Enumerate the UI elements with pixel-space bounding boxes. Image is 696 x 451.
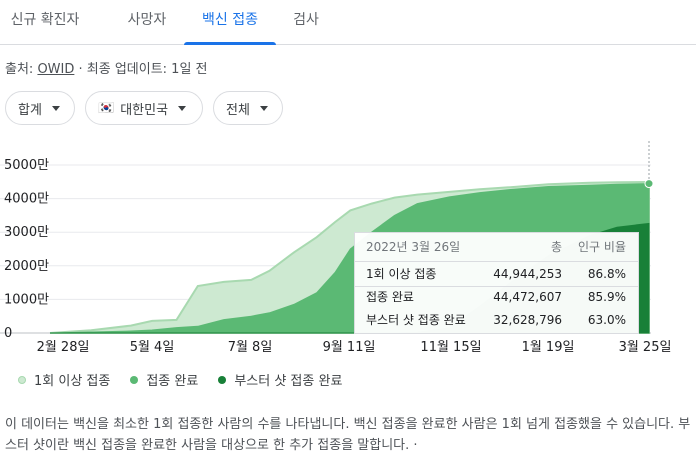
total-dropdown[interactable]: 합계: [5, 91, 75, 125]
x-tick-label: 3월 25일: [619, 340, 672, 355]
tab-label: 신규 확진자: [10, 12, 80, 28]
chart-tooltip: 2022년 3월 26일 총 인구 비율 1회 이상 접종 44,944,253…: [354, 232, 639, 334]
tab-new-cases[interactable]: 신규 확진자: [6, 0, 84, 44]
tooltip-row-pct: 63.0%: [587, 313, 626, 327]
y-tick-label: 4000만: [4, 192, 49, 207]
footnote-text: 이 데이터는 백신을 최소한 1회 접종한 사람의 수를 나타냅니다. 백신 접…: [5, 417, 691, 451]
y-tick-label: 0: [4, 326, 12, 341]
y-tick-label: 2000만: [4, 259, 49, 274]
korea-flag-icon: 🇰🇷: [98, 100, 115, 116]
source-prefix: 출처:: [5, 62, 38, 77]
tooltip-row-pct: 86.8%: [587, 267, 626, 281]
tooltip-row-label: 접종 완료: [366, 290, 414, 304]
tooltip-row-total: 32,628,796: [493, 313, 562, 327]
update-info: · 최종 업데이트: 1일 전: [74, 62, 208, 77]
x-tick-label: 5월 4일: [130, 340, 175, 355]
tooltip-row-total: 44,944,253: [493, 267, 562, 281]
tooltip-row-pct: 85.9%: [587, 290, 626, 304]
y-tick-label: 1000만: [4, 292, 49, 307]
tab-deaths[interactable]: 사망자: [112, 0, 182, 44]
source-line: 출처: OWID · 최종 업데이트: 1일 전: [5, 58, 208, 77]
chart-legend: 1회 이상 접종 접종 완료 부스터 샷 접종 완료: [18, 370, 362, 389]
legend-dot-icon: [18, 375, 26, 384]
total-dropdown-label: 합계: [18, 102, 42, 118]
legend-dot-icon: [218, 375, 227, 384]
x-tick-label: 9월 11일: [323, 340, 376, 355]
x-tick-label: 1월 19일: [522, 340, 575, 355]
legend-item-booster[interactable]: 부스터 샷 접종 완료: [218, 370, 342, 389]
latest-point-marker: [644, 179, 654, 189]
x-tick-label: 2월 28일: [37, 340, 90, 355]
tooltip-col-pct: 인구 비율: [578, 240, 626, 254]
tooltip-row-fully-vaccinated: 접종 완료 44,472,607 85.9%: [355, 286, 638, 308]
y-tick-label: 5000만: [4, 158, 49, 173]
legend-label: 부스터 샷 접종 완료: [234, 374, 343, 389]
source-link-owid[interactable]: OWID: [37, 62, 75, 77]
legend-label: 접종 완료: [146, 374, 199, 389]
caret-down-icon: [51, 105, 60, 111]
tab-vaccination[interactable]: 백신 접종: [184, 0, 276, 45]
active-tab-indicator: [184, 42, 276, 45]
caret-down-icon: [259, 105, 268, 111]
legend-item-fully-vaccinated[interactable]: 접종 완료: [130, 370, 198, 389]
tab-tests[interactable]: 검사: [282, 0, 330, 44]
tab-bar: 신규 확진자 사망자 백신 접종 검사: [0, 0, 696, 45]
tab-label: 백신 접종: [202, 12, 258, 28]
tooltip-row-booster: 부스터 샷 접종 완료 32,628,796 63.0%: [355, 309, 638, 331]
y-tick-label: 3000만: [4, 225, 49, 240]
tab-label: 검사: [293, 12, 319, 28]
x-tick-label: 11월 15일: [420, 340, 481, 355]
tooltip-header: 2022년 3월 26일 총 인구 비율: [355, 236, 638, 258]
tooltip-row-total: 44,472,607: [493, 290, 562, 304]
tooltip-row-first-dose: 1회 이상 접종 44,944,253 86.8%: [355, 261, 638, 287]
scope-dropdown-label: 전체: [226, 102, 250, 118]
legend-label: 1회 이상 접종: [34, 374, 111, 389]
scope-dropdown[interactable]: 전체: [213, 91, 283, 125]
tooltip-col-total: 총: [550, 240, 562, 254]
country-dropdown-label: 대한민국: [120, 102, 169, 118]
tab-label: 사망자: [127, 12, 167, 28]
tooltip-row-label: 1회 이상 접종: [366, 267, 437, 281]
country-dropdown[interactable]: 🇰🇷 대한민국: [85, 91, 203, 125]
tooltip-row-label: 부스터 샷 접종 완료: [366, 313, 466, 327]
x-tick-label: 7월 8일: [228, 340, 273, 355]
legend-dot-icon: [130, 375, 139, 384]
legend-item-first-dose[interactable]: 1회 이상 접종: [18, 370, 110, 389]
caret-down-icon: [178, 105, 187, 111]
tooltip-date: 2022년 3월 26일: [366, 240, 461, 254]
